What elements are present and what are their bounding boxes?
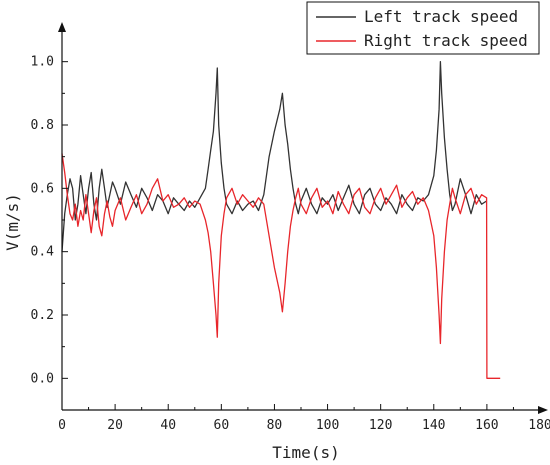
y-tick-label: 0.0 — [31, 371, 54, 386]
x-tick-label: 160 — [475, 418, 498, 433]
x-tick-label: 0 — [58, 418, 66, 433]
legend-label-left: Left track speed — [364, 7, 518, 26]
legend-label-right: Right track speed — [364, 31, 528, 50]
x-ticks: 0 20 40 60 80 100 120 140 160 180 — [58, 404, 550, 433]
y-tick-label: 1.0 — [31, 55, 54, 70]
x-tick-label: 100 — [316, 418, 339, 433]
x-tick-label: 180 — [528, 418, 550, 433]
x-tick-label: 20 — [107, 418, 123, 433]
x-axis-arrow — [538, 406, 548, 414]
y-tick-label: 0.6 — [31, 181, 54, 196]
y-tick-label: 0.8 — [31, 118, 54, 133]
x-tick-label: 140 — [422, 418, 445, 433]
series-line-left-track — [61, 61, 487, 252]
y-tick-label: 0.2 — [31, 308, 54, 323]
series-line-right-track — [61, 153, 501, 379]
legend: Left track speed Right track speed — [306, 1, 540, 55]
x-tick-label: 40 — [160, 418, 176, 433]
y-axis-title: V(m/s) — [3, 193, 22, 251]
plot-area — [61, 61, 501, 379]
x-tick-label: 120 — [369, 418, 392, 433]
legend-box — [306, 1, 540, 55]
x-tick-label: 80 — [267, 418, 283, 433]
x-axis-title: Time(s) — [272, 443, 339, 462]
series-layer — [61, 61, 501, 379]
y-ticks: 0.0 0.2 0.4 0.6 0.8 1.0 — [31, 29, 68, 386]
x-tick-label: 60 — [214, 418, 230, 433]
y-tick-label: 0.4 — [31, 245, 55, 260]
